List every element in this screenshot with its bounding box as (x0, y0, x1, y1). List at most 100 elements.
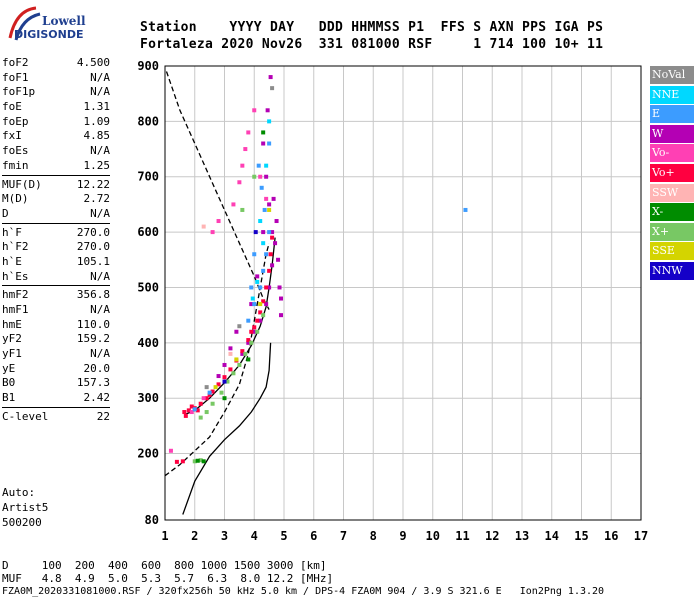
param-name: foF2 (2, 56, 29, 69)
data-point-vo- (264, 285, 269, 290)
param-name: B0 (2, 376, 16, 390)
data-point-e (267, 141, 272, 146)
data-point-x- (249, 340, 254, 345)
param-value: 157.3 (76, 376, 110, 390)
data-point-vo- (228, 367, 233, 372)
footer-file-info: FZA0M_2020331081000.RSF / 320fx256h 50 k… (2, 586, 605, 597)
data-point-vo- (180, 459, 185, 464)
data-point-e (249, 285, 254, 290)
auto-program: Artist5 (2, 501, 49, 514)
data-point-e (252, 302, 257, 307)
legend-item-w: W (650, 124, 694, 143)
data-point-vo- (189, 410, 194, 415)
footer-muf-row: MUF 4.8 4.9 5.0 5.3 5.7 6.3 8.0 12.2 [MH… (2, 572, 334, 585)
param-name: fxI (2, 129, 22, 143)
data-point-x- (204, 410, 209, 415)
data-point-vo- (210, 389, 215, 394)
legend-item-nne: NNE (650, 85, 694, 104)
param-name: yE (2, 361, 16, 375)
data-point-w (228, 346, 233, 351)
data-point-w (258, 318, 263, 323)
data-point-vo- (182, 410, 187, 415)
param-name: MUF(D) (2, 177, 42, 191)
data-point-e (261, 268, 266, 273)
param-name: hmE (2, 317, 22, 331)
data-point-w (265, 108, 270, 113)
scaled-parameters-panel: foF2 4.500 foF1 N/A foF1p N/A foE 1.31 foEp 1.09 f… (2, 56, 110, 425)
param-name: M(D) (2, 192, 29, 206)
data-point-e (463, 207, 468, 212)
data-point-nne (258, 219, 263, 224)
data-point-ssw (201, 224, 206, 229)
data-point-x- (225, 379, 230, 384)
data-point-nnw (253, 230, 258, 235)
data-point-w (267, 202, 272, 207)
data-point-w (273, 241, 278, 246)
data-point-w (249, 302, 254, 307)
param-row: fmin 1.25 (2, 159, 110, 174)
data-point-nnw (222, 379, 227, 384)
param-value: N/A (90, 347, 110, 361)
data-point-w (277, 285, 282, 290)
data-point-vo- (168, 448, 173, 453)
data-point-vo- (270, 235, 275, 240)
param-row: h`E 105.1 (2, 255, 110, 270)
data-point-vo- (258, 310, 263, 315)
param-row: foF2 4.500 (2, 56, 110, 71)
legend-item-vo-: Vo+ (650, 163, 694, 182)
param-name: B1 (2, 391, 16, 405)
data-point-vo- (204, 396, 209, 401)
data-point-w (264, 302, 269, 307)
param-name: foF1 (2, 70, 29, 84)
data-point-w (261, 230, 266, 235)
data-point-noval (270, 86, 275, 91)
param-value: 270.0 (76, 225, 110, 239)
dashed-trace-line (165, 71, 270, 310)
param-row: hmF2 356.8 (2, 288, 110, 303)
data-point-w (255, 274, 260, 279)
param-row: hmF1 N/A (2, 303, 110, 318)
param-value: 105.1 (76, 254, 110, 268)
data-point-e (267, 230, 272, 235)
data-point-sse (234, 357, 239, 362)
legend-item-x-: X- (650, 203, 694, 222)
param-row: yF2 159.2 (2, 332, 110, 347)
data-point-x- (231, 371, 236, 376)
data-point-w (279, 296, 284, 301)
y-tick-label: 200 (137, 447, 159, 461)
x-tick-label: 17 (634, 529, 648, 543)
header-values: Fortaleza 2020 Nov26 331 081000 RSF 1 71… (140, 37, 604, 52)
param-row: B1 2.42 (2, 391, 110, 406)
data-point-x- (237, 362, 242, 367)
x-tick-label: 13 (515, 529, 529, 543)
param-row: h`Es N/A (2, 270, 110, 285)
param-name: yF2 (2, 332, 22, 346)
data-point-w (267, 285, 272, 290)
x-tick-label: 6 (310, 529, 317, 543)
param-row: h`F2 270.0 (2, 240, 110, 255)
data-point-vo- (240, 163, 245, 168)
y-tick-label: 600 (137, 225, 159, 239)
y-tick-label: 900 (137, 59, 159, 73)
param-value: 4.500 (76, 56, 110, 69)
footer-distance-row: D 100 200 400 600 800 1000 1500 3000 [km… (2, 559, 327, 572)
data-point-w (222, 362, 227, 367)
data-point-vo- (210, 230, 215, 235)
data-point-sse (267, 207, 272, 212)
data-point-w (234, 329, 239, 334)
data-point-vo- (216, 219, 221, 224)
param-value: 1.25 (83, 158, 111, 172)
data-point-x- (255, 329, 260, 334)
data-point-vo- (183, 413, 188, 418)
param-name: h`E (2, 254, 22, 268)
data-point-x- (261, 130, 266, 135)
data-point-vo- (268, 252, 273, 257)
x-tick-label: 16 (604, 529, 618, 543)
param-name: hmF1 (2, 303, 29, 316)
data-point-w (264, 174, 269, 179)
data-point-x- (219, 390, 224, 395)
param-divider (2, 285, 110, 287)
param-row: foF1p N/A (2, 85, 110, 100)
data-point-vo- (267, 268, 272, 273)
